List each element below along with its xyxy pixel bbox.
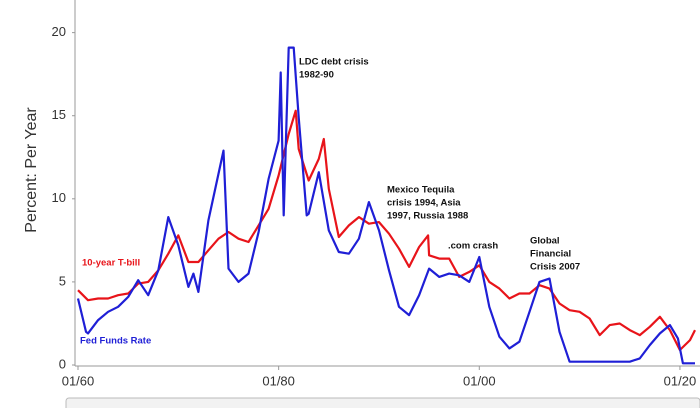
y-tick-label: 5 xyxy=(59,273,66,288)
y-tick-label: 15 xyxy=(52,107,66,122)
series-label: Fed Funds Rate xyxy=(80,336,151,347)
x-tick-label: 01/00 xyxy=(463,373,496,388)
annotation: Mexico Tequila xyxy=(387,185,455,196)
y-tick-label: 10 xyxy=(52,190,66,205)
series-line xyxy=(77,109,696,352)
annotation: .com crash xyxy=(448,241,498,252)
scroll-box xyxy=(65,397,700,408)
series-label: 10-year T-bill xyxy=(82,258,140,269)
y-axis-label: Percent: Per Year xyxy=(23,107,40,233)
y-tick-label: 0 xyxy=(59,356,66,371)
annotation: crisis 1994, Asia xyxy=(387,198,461,209)
series-line xyxy=(76,46,695,365)
x-tick-label: 01/60 xyxy=(62,373,95,388)
y-tick-label: 20 xyxy=(52,24,66,39)
annotation: 1997, Russia 1988 xyxy=(387,211,468,222)
annotation: 1982-90 xyxy=(299,70,334,81)
x-tick-label: 01/20 xyxy=(664,373,697,388)
annotation: Global xyxy=(530,236,560,247)
annotation: Crisis 2007 xyxy=(530,262,580,273)
annotation: LDC debt crisis xyxy=(299,57,369,68)
annotation: Financial xyxy=(530,249,571,260)
x-tick-label: 01/80 xyxy=(262,373,295,388)
